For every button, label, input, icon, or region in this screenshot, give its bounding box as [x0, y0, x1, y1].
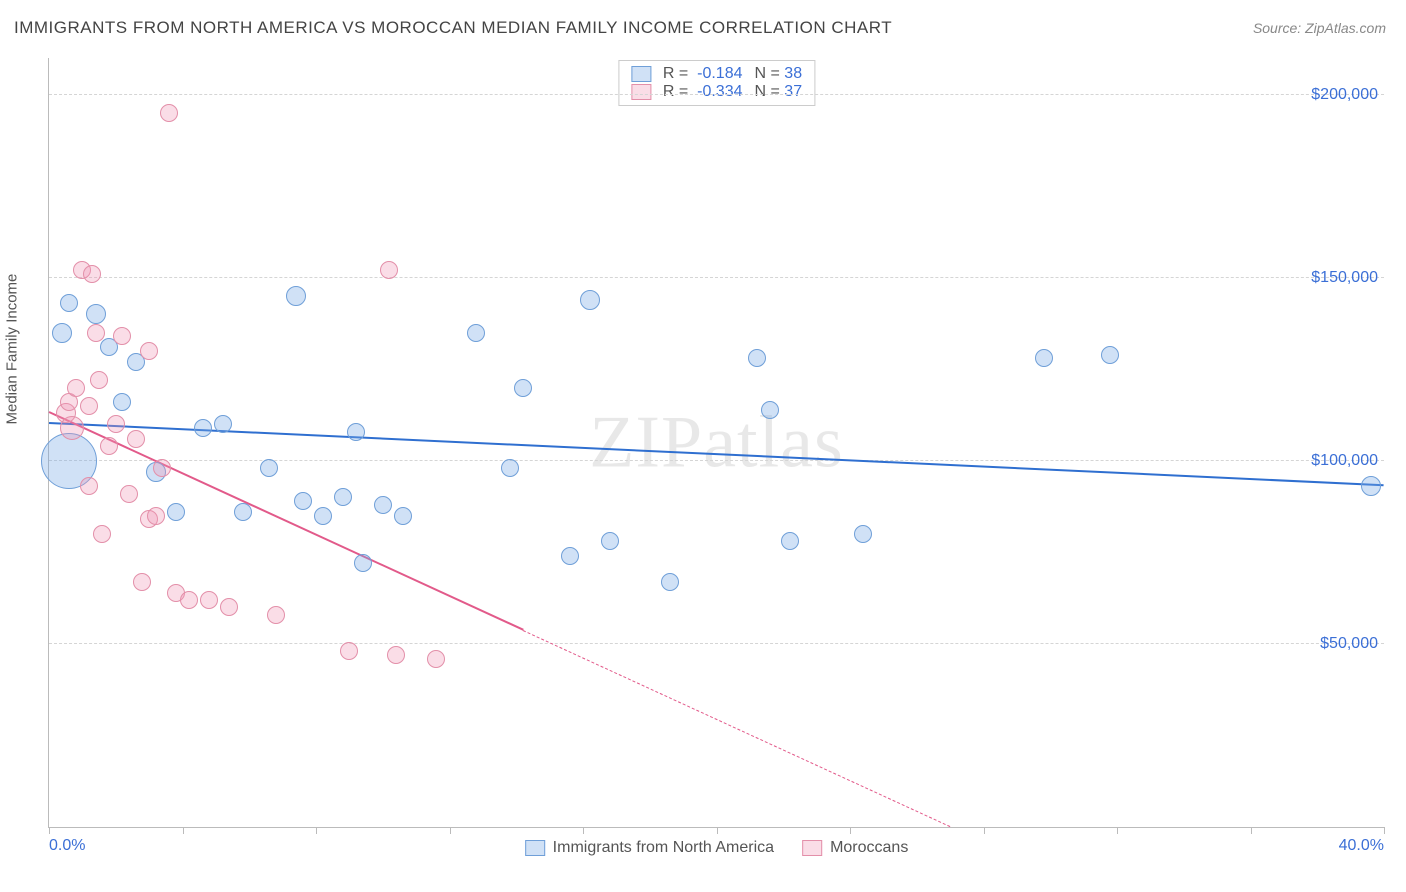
- data-point: [374, 496, 392, 514]
- data-point: [87, 324, 105, 342]
- data-point: [67, 379, 85, 397]
- gridline: [49, 94, 1384, 95]
- x-tick: [316, 827, 317, 834]
- data-point: [294, 492, 312, 510]
- trend-line: [523, 630, 951, 827]
- y-tick-label: $100,000: [1311, 452, 1378, 470]
- legend-row-1: R = -0.334 N = 37: [631, 83, 802, 101]
- gridline: [49, 643, 1384, 644]
- data-point: [387, 646, 405, 664]
- x-tick: [1117, 827, 1118, 834]
- data-point: [267, 606, 285, 624]
- data-point: [394, 507, 412, 525]
- gridline: [49, 460, 1384, 461]
- data-point: [514, 379, 532, 397]
- y-axis-label: Median Family Income: [4, 274, 21, 425]
- data-point: [160, 104, 178, 122]
- data-point: [86, 304, 106, 324]
- data-point: [140, 342, 158, 360]
- legend-row-0: R = -0.184 N = 38: [631, 65, 802, 83]
- data-point: [334, 488, 352, 506]
- x-tick: [850, 827, 851, 834]
- data-point: [1035, 349, 1053, 367]
- data-point: [260, 459, 278, 477]
- data-point: [194, 419, 212, 437]
- data-point: [120, 485, 138, 503]
- data-point: [113, 327, 131, 345]
- swatch-series-1: [631, 84, 651, 100]
- gridline: [49, 277, 1384, 278]
- data-point: [93, 525, 111, 543]
- data-point: [100, 437, 118, 455]
- data-point: [52, 323, 72, 343]
- legend-item-0: Immigrants from North America: [525, 839, 774, 857]
- trend-line: [49, 422, 1384, 486]
- x-tick: [583, 827, 584, 834]
- watermark: ZIPatlas: [589, 400, 844, 485]
- x-tick: [450, 827, 451, 834]
- data-point: [200, 591, 218, 609]
- data-point: [501, 459, 519, 477]
- x-tick: [183, 827, 184, 834]
- data-point: [761, 401, 779, 419]
- data-point: [113, 393, 131, 411]
- data-point: [214, 415, 232, 433]
- data-point: [467, 324, 485, 342]
- y-tick-label: $50,000: [1320, 635, 1378, 653]
- legend-series: Immigrants from North America Moroccans: [525, 839, 909, 857]
- data-point: [748, 349, 766, 367]
- trend-line: [49, 411, 524, 630]
- chart-title: IMMIGRANTS FROM NORTH AMERICA VS MOROCCA…: [14, 18, 892, 38]
- data-point: [380, 261, 398, 279]
- data-point: [234, 503, 252, 521]
- legend-stats: R = -0.184 N = 38 R = -0.334 N = 37: [618, 60, 815, 106]
- data-point: [80, 397, 98, 415]
- x-tick: [1384, 827, 1385, 834]
- source-label: Source: ZipAtlas.com: [1253, 20, 1386, 36]
- y-tick-label: $150,000: [1311, 269, 1378, 287]
- data-point: [1361, 476, 1381, 496]
- data-point: [286, 286, 306, 306]
- swatch-series-0: [631, 66, 651, 82]
- data-point: [90, 371, 108, 389]
- data-point: [427, 650, 445, 668]
- data-point: [127, 430, 145, 448]
- data-point: [60, 294, 78, 312]
- data-point: [147, 507, 165, 525]
- x-axis-min-label: 0.0%: [49, 837, 85, 855]
- x-tick: [717, 827, 718, 834]
- data-point: [1101, 346, 1119, 364]
- data-point: [220, 598, 238, 616]
- data-point: [167, 503, 185, 521]
- swatch-bottom-1: [802, 840, 822, 856]
- data-point: [180, 591, 198, 609]
- data-point: [580, 290, 600, 310]
- data-point: [314, 507, 332, 525]
- data-point: [601, 532, 619, 550]
- data-point: [781, 532, 799, 550]
- data-point: [107, 415, 125, 433]
- x-axis-max-label: 40.0%: [1339, 837, 1384, 855]
- data-point: [661, 573, 679, 591]
- data-point: [561, 547, 579, 565]
- data-point: [347, 423, 365, 441]
- x-tick: [984, 827, 985, 834]
- data-point: [80, 477, 98, 495]
- scatter-plot: ZIPatlas 0.0% 40.0% R = -0.184 N = 38 R …: [48, 58, 1384, 828]
- data-point: [354, 554, 372, 572]
- x-tick: [49, 827, 50, 834]
- legend-item-1: Moroccans: [802, 839, 908, 857]
- x-tick: [1251, 827, 1252, 834]
- data-point: [153, 459, 171, 477]
- data-point: [340, 642, 358, 660]
- swatch-bottom-0: [525, 840, 545, 856]
- data-point: [854, 525, 872, 543]
- data-point: [133, 573, 151, 591]
- data-point: [60, 416, 84, 440]
- y-tick-label: $200,000: [1311, 86, 1378, 104]
- data-point: [83, 265, 101, 283]
